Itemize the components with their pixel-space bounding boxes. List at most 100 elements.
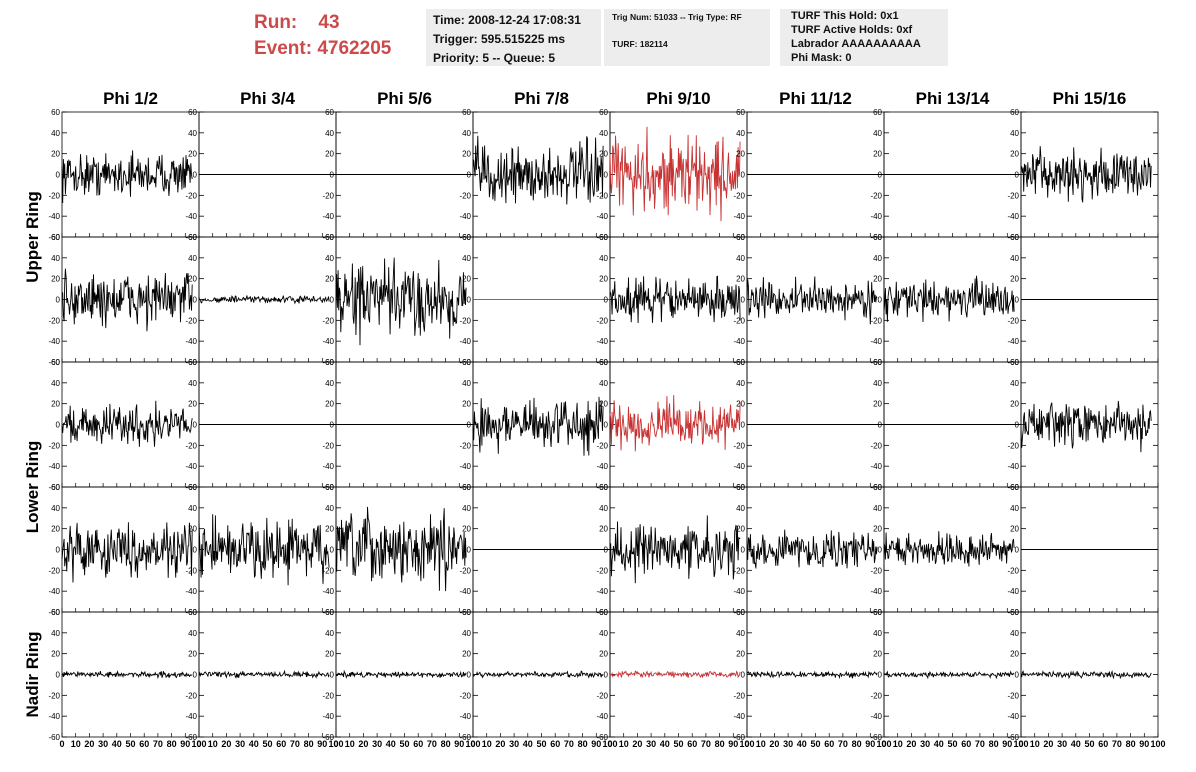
y-tick-label: 60 [325,483,334,492]
y-tick-label: -20 [322,191,334,200]
y-tick-label: -40 [733,462,745,471]
trigger-line: Trigger: 595.515225 ms [433,32,566,46]
y-tick-label: 0 [878,546,883,555]
y-tick-label: -60 [596,233,608,242]
x-tick-label: 90 [591,739,601,749]
waveform-trace [335,257,467,346]
x-tick-label: 80 [578,739,588,749]
y-tick-label: 40 [873,504,882,513]
y-tick-label: 0 [467,296,472,305]
y-tick-label: 20 [188,400,197,409]
x-tick-label: 40 [660,739,670,749]
y-tick-label: 20 [325,525,334,534]
y-tick-label: -20 [870,191,882,200]
y-tick-label: -60 [596,733,608,742]
y-tick-label: 20 [325,400,334,409]
y-tick-label: 0 [741,171,746,180]
y-tick-label: -20 [185,191,197,200]
y-tick-label: 40 [873,129,882,138]
y-tick-label: 40 [325,129,334,138]
y-tick-label: -20 [459,441,471,450]
y-tick-label: -40 [870,587,882,596]
y-tick-label: 60 [51,358,60,367]
y-tick-label: -20 [733,691,745,700]
y-tick-label: 40 [1010,129,1019,138]
y-tick-label: 40 [736,379,745,388]
x-tick-label: 0 [59,739,64,749]
y-tick-label: 20 [873,525,882,534]
y-tick-label: -20 [596,691,608,700]
y-tick-label: 0 [330,546,335,555]
y-tick-label: 60 [188,233,197,242]
column-header: Phi 3/4 [240,89,295,108]
y-tick-label: -40 [870,337,882,346]
waveform-trace [335,506,467,592]
x-tick-label: 60 [824,739,834,749]
x-tick-label: 70 [427,739,437,749]
y-tick-label: 20 [873,275,882,284]
x-tick-label: 20 [906,739,916,749]
y-tick-label: -40 [1007,337,1019,346]
waveform-trace [746,670,878,680]
y-tick-label: 60 [462,108,471,117]
y-tick-label: -60 [459,358,471,367]
y-tick-label: -60 [48,483,60,492]
x-tick-label: 50 [399,739,409,749]
y-tick-label: -20 [870,441,882,450]
y-tick-label: -40 [1007,462,1019,471]
y-tick-label: 20 [51,525,60,534]
y-tick-label: 0 [193,171,198,180]
y-tick-label: 40 [462,129,471,138]
y-tick-label: -40 [48,337,60,346]
y-tick-label: 40 [188,504,197,513]
panel-frame [61,361,200,488]
y-tick-label: 60 [188,108,197,117]
y-tick-label: 40 [188,254,197,263]
x-tick-label: 30 [920,739,930,749]
y-tick-label: -40 [459,462,471,471]
x-tick-label: 10 [619,739,629,749]
x-tick-label: 30 [98,739,108,749]
y-tick-label: -60 [733,733,745,742]
x-tick-label: 100 [328,739,343,749]
waveform-trace [609,275,741,324]
y-tick-label: 20 [599,400,608,409]
run-value: 43 [318,12,340,33]
y-tick-label: -40 [48,212,60,221]
run-label: Run: [254,12,298,33]
y-tick-label: 40 [736,254,745,263]
y-tick-label: 20 [1010,275,1019,284]
x-tick-label: 100 [602,739,617,749]
x-tick-label: 20 [221,739,231,749]
x-tick-label: 10 [345,739,355,749]
waveform-trace [883,531,1015,567]
y-tick-label: -60 [459,233,471,242]
run-event-header: Run: 43 Event: 4762205 [254,10,391,62]
x-tick-label: 10 [756,739,766,749]
trig-num-line: Trig Num: 51033 -- Trig Type: RF [612,12,742,22]
x-tick-label: 40 [112,739,122,749]
y-tick-label: -20 [185,316,197,325]
x-tick-label: 50 [673,739,683,749]
y-tick-label: 20 [51,400,60,409]
x-tick-label: 10 [1030,739,1040,749]
y-tick-label: -40 [1007,212,1019,221]
waveform-trace [61,150,193,204]
x-tick-label: 70 [975,739,985,749]
y-tick-label: -40 [185,587,197,596]
x-tick-label: 50 [536,739,546,749]
y-tick-label: 0 [878,671,883,680]
y-tick-label: -40 [322,212,334,221]
y-tick-label: 40 [51,129,60,138]
y-tick-label: 20 [51,275,60,284]
y-tick-label: -60 [459,733,471,742]
phi-mask-line: Phi Mask: 0 [791,52,852,64]
column-header: Phi 9/10 [646,89,710,108]
y-tick-label: -40 [322,712,334,721]
y-tick-label: -60 [322,733,334,742]
y-tick-label: -40 [596,462,608,471]
y-tick-label: 20 [51,150,60,159]
y-tick-label: 0 [467,546,472,555]
y-tick-label: -20 [870,691,882,700]
